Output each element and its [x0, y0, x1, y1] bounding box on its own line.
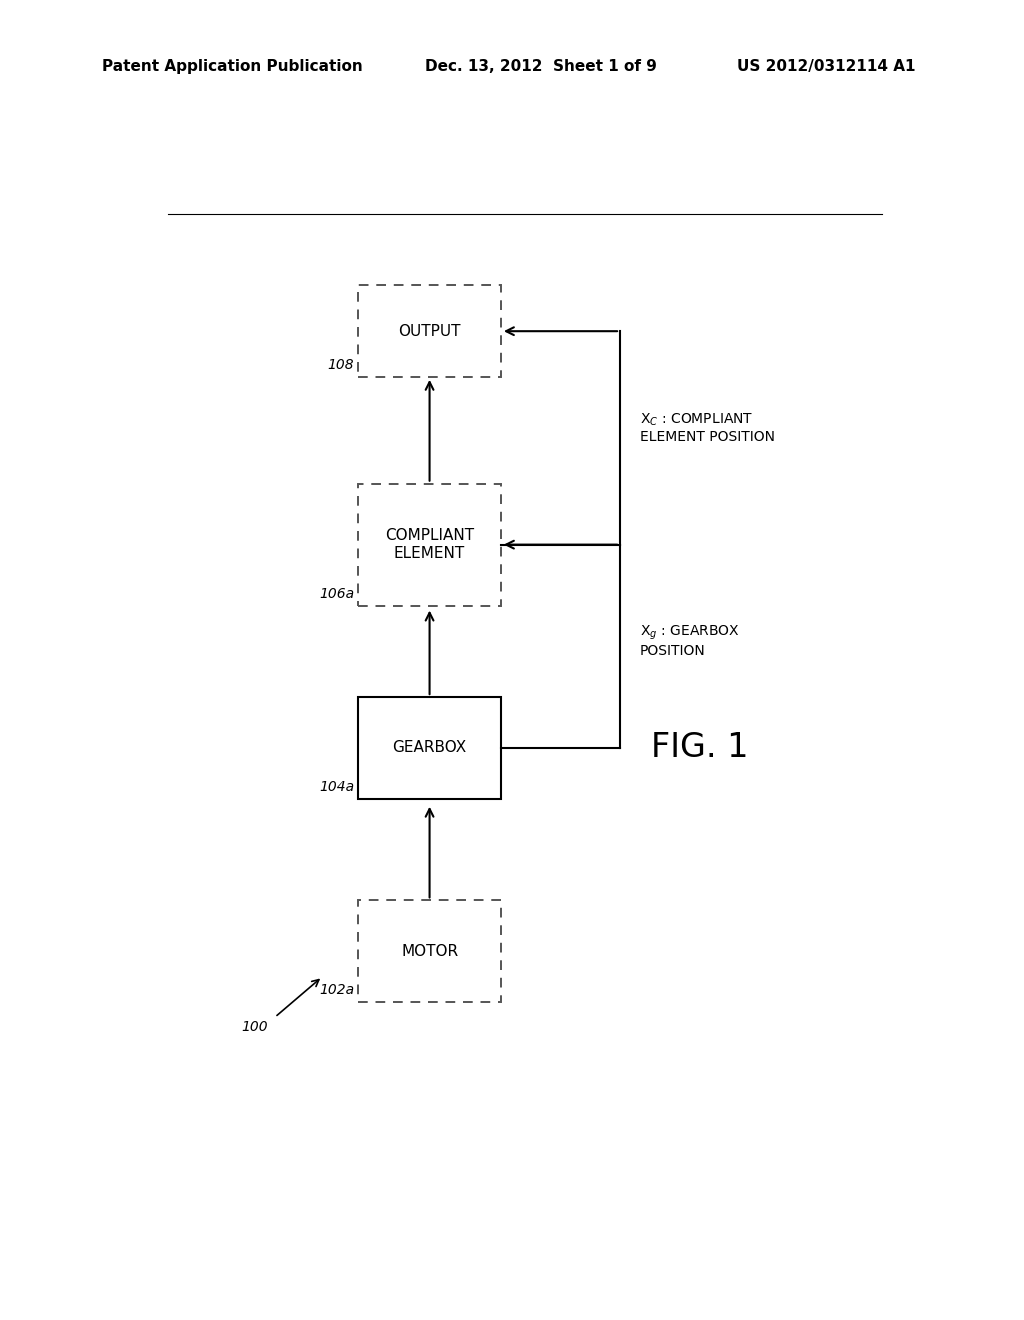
FancyBboxPatch shape [358, 483, 501, 606]
FancyBboxPatch shape [358, 697, 501, 799]
Text: 108: 108 [328, 358, 354, 372]
Text: X$_C$ : COMPLIANT
ELEMENT POSITION: X$_C$ : COMPLIANT ELEMENT POSITION [640, 412, 775, 444]
Text: GEARBOX: GEARBOX [392, 741, 467, 755]
Text: Dec. 13, 2012  Sheet 1 of 9: Dec. 13, 2012 Sheet 1 of 9 [425, 59, 656, 74]
Text: Patent Application Publication: Patent Application Publication [102, 59, 364, 74]
Text: 100: 100 [242, 1020, 268, 1035]
FancyBboxPatch shape [358, 285, 501, 378]
Text: MOTOR: MOTOR [401, 944, 458, 958]
Text: 102a: 102a [319, 983, 354, 997]
Text: 104a: 104a [319, 780, 354, 793]
Text: X$_g$ : GEARBOX
POSITION: X$_g$ : GEARBOX POSITION [640, 624, 739, 659]
FancyBboxPatch shape [358, 900, 501, 1002]
Text: COMPLIANT
ELEMENT: COMPLIANT ELEMENT [385, 528, 474, 561]
Text: OUTPUT: OUTPUT [398, 323, 461, 339]
Text: 106a: 106a [319, 586, 354, 601]
Text: FIG. 1: FIG. 1 [650, 731, 749, 764]
Text: US 2012/0312114 A1: US 2012/0312114 A1 [737, 59, 915, 74]
